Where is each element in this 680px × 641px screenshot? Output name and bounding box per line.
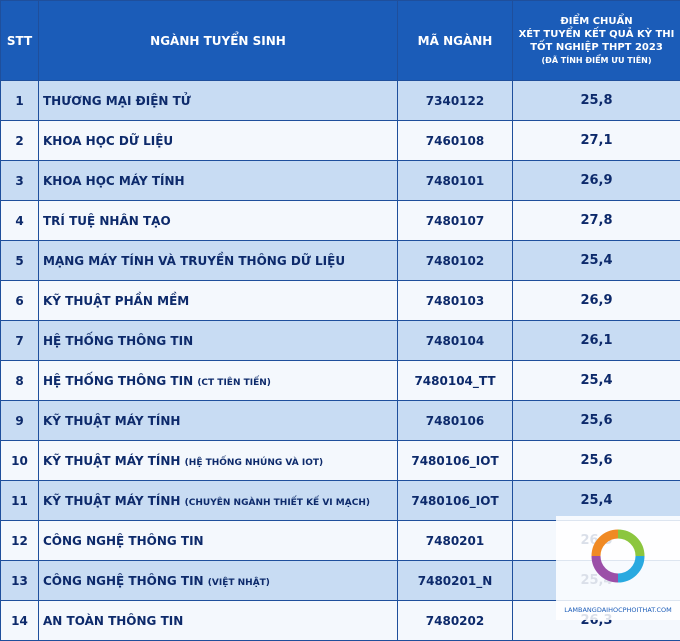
name: KỸ THUẬT MÁY TÍNH <box>43 453 181 468</box>
row: 8 HỆ THỐNG THÔNG TIN (CT TIÊN TIẾN) 748010… <box>0 360 680 401</box>
code-cell: 7480106_IOT <box>397 440 513 481</box>
header-cell: MÃ NGÀNH <box>397 0 513 81</box>
code-cell: 7480104_TT <box>397 360 513 401</box>
row: 4 TRÍ TUỆ NHÂN TẠO 7480107 27,8 <box>0 200 680 241</box>
name: CÔNG NGHỆ THÔNG TIN <box>43 573 204 588</box>
code-cell: 7480103 <box>397 280 513 321</box>
row: 7 HỆ THỐNG THÔNG TIN 7480104 26,1 <box>0 320 680 361</box>
name: KỸ THUẬT PHẦN MỀM <box>43 293 190 308</box>
code-cell: 7480101 <box>397 160 513 201</box>
name-cell: KỸ THUẬT MÁY TÍNH (CHUYÊN NGÀNH THIẾT KẾ… <box>38 480 398 521</box>
header-line: ĐIỂM CHUẨN <box>560 15 633 27</box>
score-cell: 27,8 <box>512 200 680 241</box>
name: HỆ THỐNG THÔNG TIN <box>43 333 194 348</box>
name-cell: TRÍ TUỆ NHÂN TẠO <box>38 200 398 241</box>
name: CÔNG NGHỆ THÔNG TIN <box>43 533 204 548</box>
score-cell: 26,9 <box>512 160 680 201</box>
code-cell: 7340122 <box>397 80 513 121</box>
header-line: (ĐÃ TÍNH ĐIỂM ƯU TIÊN) <box>541 55 652 65</box>
stt-cell: 5 <box>0 240 39 281</box>
score-cell: 25,8 <box>512 80 680 121</box>
name-cell: KỸ THUẬT MÁY TÍNH <box>38 400 398 441</box>
name: KHOA HỌC DỮ LIỆU <box>43 133 174 148</box>
name-cell: KHOA HỌC MÁY TÍNH <box>38 160 398 201</box>
stt-cell: 14 <box>0 600 39 641</box>
name: MẠNG MÁY TÍNH VÀ TRUYỀN THÔNG DỮ LIỆU <box>43 253 346 268</box>
header-cell: NGÀNH TUYỂN SINH <box>38 0 398 81</box>
stt-cell: 12 <box>0 520 39 561</box>
stt-cell: 4 <box>0 200 39 241</box>
name-note: (HỆ THỐNG NHÚNG VÀ IOT) <box>184 457 324 468</box>
code-cell: 7480201_N <box>397 560 513 601</box>
code-cell: 7480201 <box>397 520 513 561</box>
score-cell: 25,4 <box>512 480 680 521</box>
name: KỸ THUẬT MÁY TÍNH <box>43 413 181 428</box>
name-cell: THƯƠNG MẠI ĐIỆN TỬ <box>38 80 398 121</box>
stt-cell: 13 <box>0 560 39 601</box>
code-cell: 7480104 <box>397 320 513 361</box>
stt-cell: 6 <box>0 280 39 321</box>
stt-cell: 1 <box>0 80 39 121</box>
name-cell: KỸ THUẬT PHẦN MỀM <box>38 280 398 321</box>
row: 1 THƯƠNG MẠI ĐIỆN TỬ 7340122 25,8 <box>0 80 680 121</box>
code-cell: 7480107 <box>397 200 513 241</box>
name: THƯƠNG MẠI ĐIỆN TỬ <box>43 93 191 108</box>
stt-cell: 2 <box>0 120 39 161</box>
name: KỸ THUẬT MÁY TÍNH <box>43 493 181 508</box>
stt-cell: 9 <box>0 400 39 441</box>
code-cell: 7480106 <box>397 400 513 441</box>
stt-cell: 8 <box>0 360 39 401</box>
row: 5 MẠNG MÁY TÍNH VÀ TRUYỀN THÔNG DỮ LIỆU 74… <box>0 240 680 281</box>
name-note: (CHUYÊN NGÀNH THIẾT KẾ VI MẠCH) <box>184 497 370 508</box>
score-cell: 27,1 <box>512 120 680 161</box>
score-cell: 25,4 <box>512 360 680 401</box>
code-cell: 7460108 <box>397 120 513 161</box>
header-line: TỐT NGHIỆP THPT 2023 <box>530 41 663 53</box>
watermark-text: LAMBANGDAIHOCPHOITHAT.COM <box>564 606 672 614</box>
name: TRÍ TUỆ NHÂN TẠO <box>43 213 171 228</box>
stt-cell: 11 <box>0 480 39 521</box>
code-cell: 7480202 <box>397 600 513 641</box>
watermark-logo <box>591 529 645 583</box>
code-cell: 7480102 <box>397 240 513 281</box>
row: 3 KHOA HỌC MÁY TÍNH 7480101 26,9 <box>0 160 680 201</box>
header-cell: STT <box>0 0 39 81</box>
name-cell: AN TOÀN THÔNG TIN <box>38 600 398 641</box>
score-cell: 26,9 <box>512 280 680 321</box>
stt-cell: 10 <box>0 440 39 481</box>
code-cell: 7480106_IOT <box>397 480 513 521</box>
name: KHOA HỌC MÁY TÍNH <box>43 173 185 188</box>
header-row: STT NGÀNH TUYỂN SINH MÃ NGÀNH ĐIỂM CHUẨN… <box>0 0 680 81</box>
row: 6 KỸ THUẬT PHẦN MỀM 7480103 26,9 <box>0 280 680 321</box>
stt-cell: 3 <box>0 160 39 201</box>
name-cell: MẠNG MÁY TÍNH VÀ TRUYỀN THÔNG DỮ LIỆU <box>38 240 398 281</box>
name-cell: HỆ THỐNG THÔNG TIN (CT TIÊN TIẾN) <box>38 360 398 401</box>
score-cell: 25,4 <box>512 240 680 281</box>
name-cell: CÔNG NGHỆ THÔNG TIN (VIỆT NHẬT) <box>38 560 398 601</box>
stt-cell: 7 <box>0 320 39 361</box>
name: HỆ THỐNG THÔNG TIN <box>43 373 194 388</box>
score-cell: 25,6 <box>512 400 680 441</box>
row: 9 KỸ THUẬT MÁY TÍNH 7480106 25,6 <box>0 400 680 441</box>
row: 2 KHOA HỌC DỮ LIỆU 7460108 27,1 <box>0 120 680 161</box>
header-cell: ĐIỂM CHUẨN XÉT TUYỂN KẾT QUẢ KỲ THI TỐT … <box>512 0 680 81</box>
name-cell: KỸ THUẬT MÁY TÍNH (HỆ THỐNG NHÚNG VÀ IOT… <box>38 440 398 481</box>
name: AN TOÀN THÔNG TIN <box>43 613 184 628</box>
name-cell: KHOA HỌC DỮ LIỆU <box>38 120 398 161</box>
name-cell: HỆ THỐNG THÔNG TIN <box>38 320 398 361</box>
score-cell: 25,6 <box>512 440 680 481</box>
row: 10 KỸ THUẬT MÁY TÍNH (HỆ THỐNG NHÚNG VÀ I… <box>0 440 680 481</box>
watermark: LAMBANGDAIHOCPHOITHAT.COM <box>556 516 680 620</box>
name-cell: CÔNG NGHỆ THÔNG TIN <box>38 520 398 561</box>
score-cell: 26,1 <box>512 320 680 361</box>
name-note: (CT TIÊN TIẾN) <box>197 377 271 388</box>
header-line: XÉT TUYỂN KẾT QUẢ KỲ THI <box>518 28 675 40</box>
row: 11 KỸ THUẬT MÁY TÍNH (CHUYÊN NGÀNH THIẾT … <box>0 480 680 521</box>
name-note: (VIỆT NHẬT) <box>207 577 270 588</box>
